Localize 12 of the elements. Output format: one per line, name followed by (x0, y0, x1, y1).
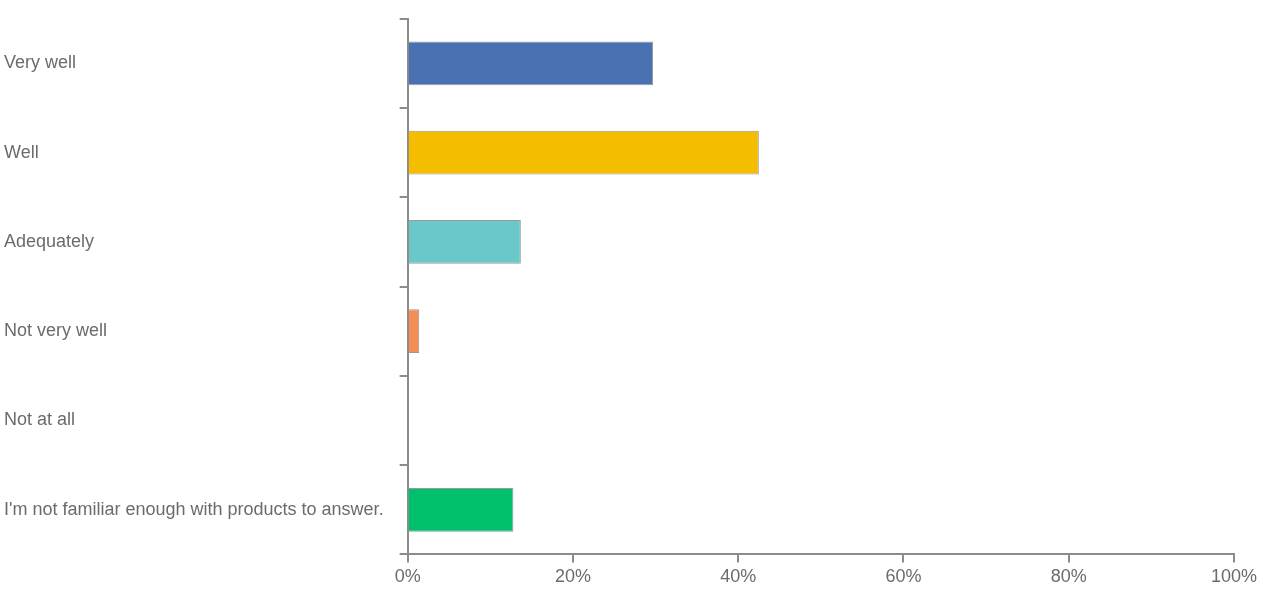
y-tick-label: Well (4, 141, 39, 162)
x-tick-label: 0% (394, 566, 421, 587)
x-tick-label: 60% (885, 566, 922, 587)
x-tick-label: 100% (1210, 566, 1258, 587)
y-tick-label: Very well (4, 52, 77, 73)
x-tick-label: 40% (720, 566, 757, 587)
y-tick-label: I'm not familiar enough with products to answer. (4, 498, 384, 519)
y-tick-label: Adequately (4, 230, 95, 251)
x-tick-label: 20% (554, 566, 591, 587)
y-tick-label: Not very well (4, 320, 108, 341)
y-tick-label: Not at all (4, 409, 76, 430)
x-tick-label: 80% (1050, 566, 1087, 587)
